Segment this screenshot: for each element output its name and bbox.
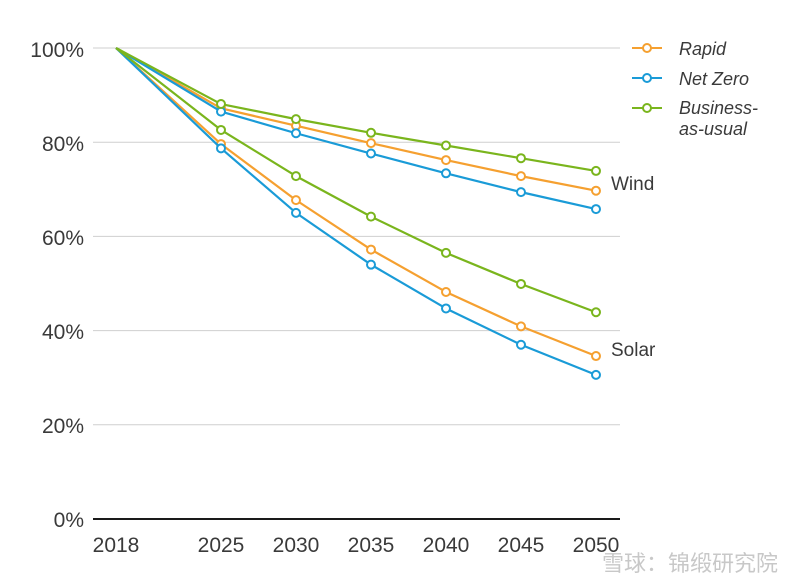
series-line <box>115 47 597 211</box>
data-point <box>591 165 601 176</box>
watermark: 雪球：锦缎研究院 <box>602 552 778 577</box>
legend-label: as-usual <box>679 119 748 139</box>
data-point <box>291 171 301 182</box>
data-point <box>441 168 451 179</box>
y-axis-tick-labels: 0% 20% 40% 60% 80% 100% <box>30 39 84 532</box>
annotation-solar: Solar <box>611 340 656 361</box>
legend-label: Net Zero <box>679 69 749 89</box>
series-solar-net-zero <box>115 47 601 380</box>
data-point <box>366 259 376 270</box>
x-tick-label: 2025 <box>198 534 245 557</box>
data-point <box>516 187 526 198</box>
data-point <box>441 303 451 314</box>
data-point <box>291 114 301 125</box>
data-point <box>516 339 526 350</box>
legend-item-net-zero: Net Zero <box>632 69 749 89</box>
data-point <box>441 155 451 166</box>
x-axis-tick-labels: 2018 2025 2030 2035 2040 2045 2050 <box>93 534 620 557</box>
data-point <box>291 195 301 206</box>
legend-swatch-marker <box>642 103 652 113</box>
data-point <box>441 140 451 151</box>
y-tick-label: 100% <box>30 39 84 62</box>
group-annotations: Wind Solar <box>611 174 656 361</box>
annotation-wind: Wind <box>611 174 654 195</box>
data-point <box>366 138 376 149</box>
data-point <box>216 99 226 110</box>
data-point <box>516 171 526 182</box>
data-point <box>366 127 376 138</box>
legend: Rapid Net Zero Business- as-usual <box>632 39 758 139</box>
x-tick-label: 2030 <box>273 534 320 557</box>
y-tick-label: 60% <box>42 227 84 250</box>
series-lines <box>115 47 601 380</box>
series-wind-net-zero <box>115 47 601 215</box>
data-point <box>366 244 376 255</box>
series-line <box>115 47 597 358</box>
data-point <box>216 124 226 135</box>
data-point <box>366 148 376 159</box>
data-point <box>216 143 226 154</box>
legend-item-rapid: Rapid <box>632 39 727 59</box>
legend-swatch-marker <box>642 43 652 53</box>
data-point <box>291 207 301 218</box>
data-point <box>441 286 451 297</box>
y-tick-label: 40% <box>42 321 84 344</box>
data-point <box>591 351 601 362</box>
x-tick-label: 2018 <box>93 534 140 557</box>
series-wind-business-as-usual <box>115 47 601 176</box>
legend-label: Business- <box>679 98 758 118</box>
series-solar-business-as-usual <box>115 47 601 318</box>
y-tick-label: 80% <box>42 133 84 156</box>
x-tick-label: 2040 <box>423 534 470 557</box>
x-tick-label: 2035 <box>348 534 395 557</box>
data-point <box>591 307 601 318</box>
series-line <box>115 47 597 173</box>
series-solar-rapid <box>115 47 601 362</box>
data-point <box>291 128 301 139</box>
data-point <box>441 247 451 258</box>
data-point <box>591 204 601 215</box>
legend-label: Rapid <box>679 39 727 59</box>
legend-swatch-marker <box>642 73 652 83</box>
y-tick-label: 0% <box>54 509 84 532</box>
data-point <box>516 278 526 289</box>
data-point <box>516 153 526 164</box>
legend-item-business-as-usual: Business- as-usual <box>632 98 758 139</box>
series-wind-rapid <box>115 47 601 196</box>
grid-lines <box>93 47 620 520</box>
data-point <box>591 369 601 380</box>
x-tick-label: 2050 <box>573 534 620 557</box>
x-tick-label: 2045 <box>498 534 545 557</box>
data-point <box>591 185 601 196</box>
data-point <box>366 211 376 222</box>
y-tick-label: 20% <box>42 415 84 438</box>
series-line <box>115 47 597 192</box>
data-point <box>516 321 526 332</box>
